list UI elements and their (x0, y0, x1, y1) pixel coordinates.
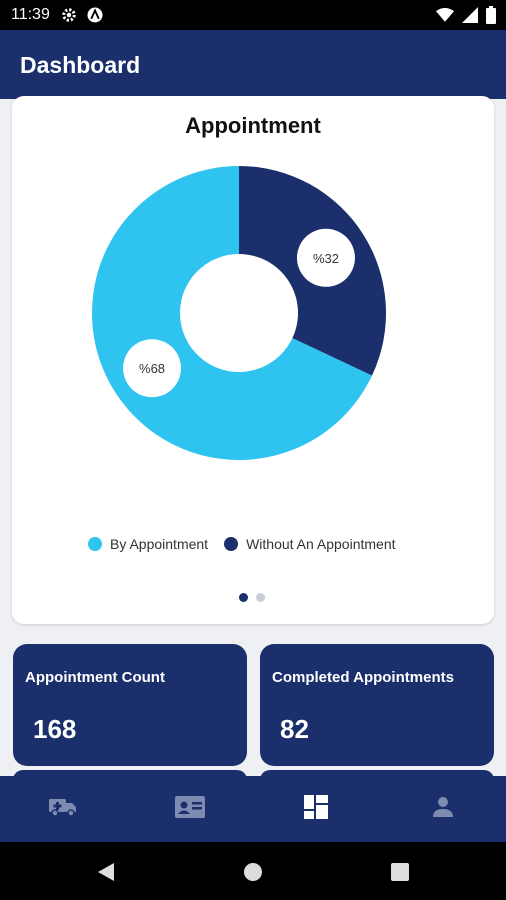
slice-label: %32 (313, 251, 339, 266)
nav-profile[interactable] (380, 776, 506, 842)
id-card-icon (174, 795, 206, 824)
legend-swatch (224, 537, 239, 551)
stat-card-partial[interactable] (13, 770, 247, 780)
person-icon (432, 796, 454, 823)
status-time: 11:39 (11, 6, 50, 23)
completed-appointments-card[interactable]: Completed Appointments 82 (260, 644, 494, 766)
pager-dot[interactable] (239, 593, 248, 602)
status-bar: 11:39 (0, 0, 506, 30)
stat-value: 82 (280, 714, 309, 744)
bottom-nav (0, 776, 506, 842)
wifi-icon (436, 7, 454, 28)
nav-id-card[interactable] (127, 776, 254, 842)
stat-label: Appointment Count (25, 669, 165, 686)
slice-label: %68 (139, 361, 165, 376)
signal-icon (462, 7, 478, 28)
recents-icon[interactable] (390, 862, 410, 887)
page-title: Dashboard (20, 52, 141, 78)
chart-title: Appointment (185, 113, 321, 138)
legend-label: By Appointment (110, 536, 209, 552)
legend-label: Without An Appointment (246, 536, 396, 552)
home-icon[interactable] (243, 862, 263, 887)
battery-icon (486, 6, 496, 29)
stat-card-partial[interactable] (260, 770, 494, 780)
donut-chart: %32 %68 (92, 166, 386, 460)
chart-legend: By Appointment Without An Appointment (88, 536, 412, 552)
dashboard-icon (304, 794, 329, 824)
slice-label-bubble (123, 339, 182, 398)
slice-label-bubble (296, 228, 355, 287)
appointment-count-card[interactable]: Appointment Count 168 (13, 644, 247, 766)
legend-item: Without An Appointment (224, 536, 396, 552)
pager-dot[interactable] (256, 593, 265, 602)
gear-icon (60, 6, 78, 29)
back-icon[interactable] (96, 862, 116, 887)
nav-dashboard[interactable] (253, 776, 380, 842)
system-nav-bar (0, 842, 506, 900)
ambulance-icon (48, 796, 78, 823)
appointment-chart-card[interactable]: Appointment %32 %68 By Appointment Without… (12, 96, 494, 624)
legend-item: By Appointment (88, 536, 208, 552)
a-circle-icon (86, 6, 104, 29)
stat-value: 168 (33, 714, 77, 744)
page-indicator (239, 593, 265, 602)
nav-ambulance[interactable] (0, 776, 127, 842)
stat-label: Completed Appointments (272, 669, 454, 686)
legend-swatch (88, 537, 102, 551)
app-bar: Dashboard (0, 30, 506, 99)
